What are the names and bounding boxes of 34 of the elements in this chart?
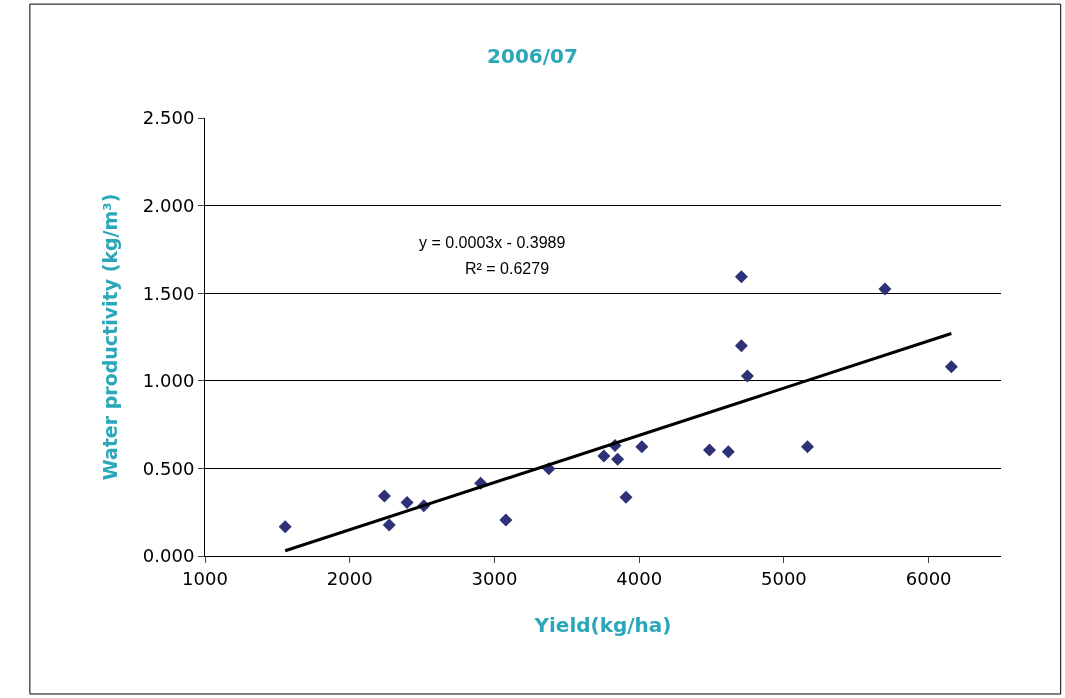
point <box>499 513 513 527</box>
point <box>734 270 748 284</box>
y-tick-label: 0.500 <box>142 457 195 479</box>
point <box>944 360 958 374</box>
point <box>377 489 391 503</box>
y-tick-label: 1.500 <box>142 282 195 304</box>
point <box>740 369 754 383</box>
annotation: R² = 0.6279 <box>465 260 550 277</box>
x-axis-title: Yield(kg/ha) <box>533 613 672 638</box>
point <box>734 339 748 353</box>
x-tick-label: 1000 <box>182 567 228 589</box>
x-tick-label: 3000 <box>471 567 518 589</box>
point <box>721 445 735 459</box>
annotation: y = 0.0003x - 0.3989 <box>419 234 566 251</box>
point <box>619 490 633 504</box>
point <box>611 452 625 466</box>
point <box>801 440 814 454</box>
y-tick-label: 2.500 <box>142 107 195 129</box>
y-axis-title: Water productivity (kg/m³) <box>98 193 121 481</box>
point <box>382 518 396 532</box>
point <box>878 282 892 296</box>
x-tick-label: 5000 <box>761 567 807 589</box>
y-tick-label: 2.000 <box>142 194 195 216</box>
x-tick-label: 6000 <box>905 567 952 589</box>
y-tick-label: 0.000 <box>142 545 195 567</box>
point <box>278 520 292 534</box>
point <box>597 449 611 463</box>
point <box>400 495 414 509</box>
x-tick-label: 2000 <box>326 567 373 589</box>
point <box>703 443 717 457</box>
y-tick-label: 1.000 <box>142 370 195 392</box>
chart-title: 2006/07 <box>487 43 578 68</box>
x-tick-label: 4000 <box>616 567 663 589</box>
point <box>635 440 649 454</box>
